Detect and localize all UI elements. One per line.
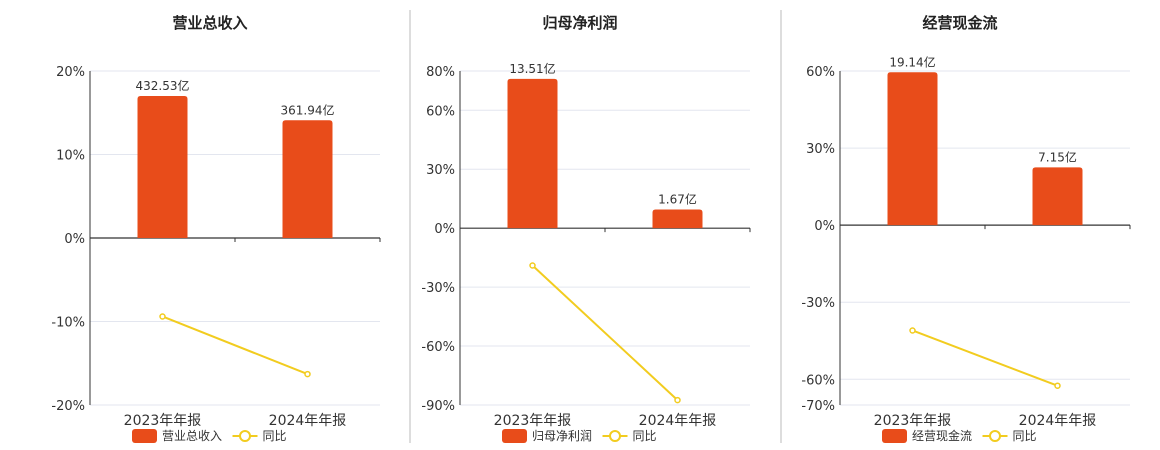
chart-panel-1: 营业总收入 20% 10% 0% -10% -20% 432.53亿 361.94亿 2023年… <box>51 14 381 443</box>
y-tick-label: -90% <box>421 399 455 414</box>
yoy-point <box>159 313 166 320</box>
legend-bar-label: 归母净利润 <box>532 429 592 443</box>
yoy-point <box>1054 382 1061 389</box>
y-tick-label: 30% <box>426 163 455 178</box>
yoy-line <box>912 329 1058 387</box>
legend-bar-swatch <box>882 429 907 443</box>
legend-bar-label: 营业总收入 <box>162 429 222 443</box>
bar <box>507 78 558 229</box>
yoy-point <box>529 262 536 269</box>
y-tick-label: -30% <box>801 296 835 311</box>
chart-title: 营业总收入 <box>172 14 247 32</box>
legend-bar-swatch <box>502 429 527 443</box>
legend-bar-swatch <box>132 429 157 443</box>
y-tick-label: -20% <box>51 399 85 414</box>
y-tick-label: -10% <box>51 316 85 331</box>
bar <box>1032 167 1083 226</box>
yoy-point <box>674 396 681 404</box>
y-tick-label: -60% <box>801 373 835 388</box>
bar-data-label: 13.51亿 <box>509 61 555 76</box>
chart-panel-2: 归母净利润 80% 60% 30% 0% -30% -60% -90% 13.51亿 1.67亿 2… <box>421 14 751 443</box>
bar-data-label: 361.94亿 <box>281 102 335 117</box>
bar <box>137 96 188 238</box>
yoy-line <box>162 315 308 376</box>
x-tick-label: 2024年年报 <box>269 413 347 429</box>
legend-line-marker <box>239 430 251 442</box>
y-tick-label: 0% <box>434 222 455 237</box>
x-tick-label: 2023年年报 <box>874 413 952 429</box>
chart-panel-3: 经营现金流 60% 30% 0% -30% -60% -70% 19.14亿 7.15亿 2023… <box>801 14 1131 443</box>
y-tick-label: 0% <box>814 219 835 234</box>
y-tick-label: 60% <box>806 65 835 80</box>
x-tick-label: 2024年年报 <box>1019 413 1097 429</box>
yoy-point <box>909 327 916 334</box>
y-tick-label: 60% <box>426 104 455 119</box>
bar <box>887 72 938 226</box>
x-tick-label: 2024年年报 <box>639 413 717 429</box>
legend-line-label: 同比 <box>1013 429 1037 443</box>
bar-data-label: 7.15亿 <box>1038 149 1077 164</box>
yoy-line <box>531 264 679 401</box>
legend-line-label: 同比 <box>263 429 287 443</box>
legend-bar-label: 经营现金流 <box>912 428 972 443</box>
x-tick-label: 2023年年报 <box>494 413 572 429</box>
y-tick-label: 10% <box>56 149 85 164</box>
bar-data-label: 1.67亿 <box>658 192 697 207</box>
yoy-point <box>304 370 311 378</box>
bar-data-label: 19.14亿 <box>889 54 935 69</box>
bar-data-label: 432.53亿 <box>136 78 190 93</box>
y-tick-label: 80% <box>426 65 455 80</box>
y-tick-label: 0% <box>64 232 85 247</box>
y-tick-label: -60% <box>421 340 455 355</box>
y-tick-label: -30% <box>421 281 455 296</box>
bar <box>282 120 333 238</box>
legend-line-label: 同比 <box>633 429 657 443</box>
y-tick-label: 30% <box>806 142 835 157</box>
y-tick-label: -70% <box>801 399 835 414</box>
y-tick-label: 20% <box>56 65 85 80</box>
x-tick-label: 2023年年报 <box>124 413 202 429</box>
bar <box>652 209 703 229</box>
legend-line-marker <box>989 430 1001 442</box>
chart-title: 经营现金流 <box>922 14 997 32</box>
chart-title: 归母净利润 <box>542 14 617 32</box>
legend-line-marker <box>609 430 621 442</box>
